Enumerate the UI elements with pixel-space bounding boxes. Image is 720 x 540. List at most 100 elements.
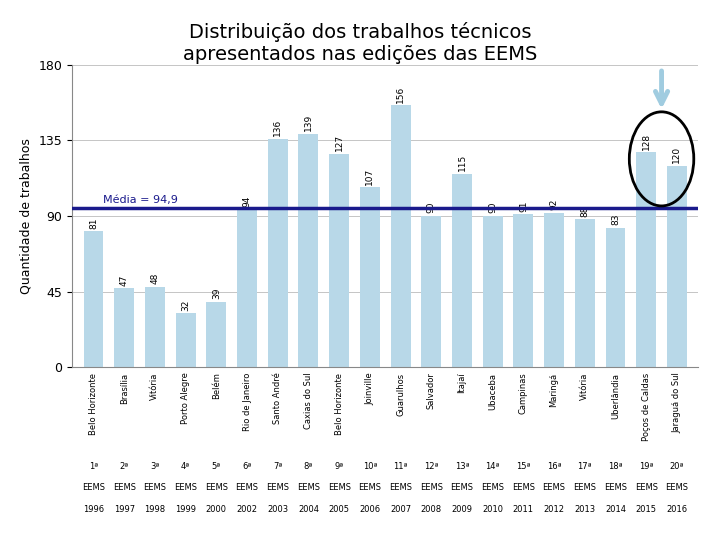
Text: EEMS: EEMS: [266, 483, 289, 492]
Text: 3ª: 3ª: [150, 462, 160, 471]
Text: 139: 139: [304, 114, 313, 131]
Bar: [482, 216, 503, 367]
Text: Ubaceba: Ubaceba: [488, 373, 498, 410]
Text: 2002: 2002: [237, 505, 258, 514]
Bar: [299, 134, 318, 367]
Bar: [84, 231, 104, 367]
Text: Belo Horizonte: Belo Horizonte: [335, 373, 343, 435]
Text: 39: 39: [212, 288, 221, 299]
Text: 2011: 2011: [513, 505, 534, 514]
Text: 48: 48: [150, 273, 159, 284]
Text: 2012: 2012: [544, 505, 564, 514]
Text: EEMS: EEMS: [481, 483, 504, 492]
Text: 6ª: 6ª: [243, 462, 252, 471]
Text: 83: 83: [611, 214, 620, 225]
Text: EEMS: EEMS: [543, 483, 566, 492]
Bar: [237, 210, 257, 367]
Text: EEMS: EEMS: [512, 483, 535, 492]
Bar: [544, 213, 564, 367]
Text: 4ª: 4ª: [181, 462, 190, 471]
Text: 18ª: 18ª: [608, 462, 623, 471]
Text: 2ª: 2ª: [120, 462, 129, 471]
Text: 17ª: 17ª: [577, 462, 592, 471]
Text: EEMS: EEMS: [143, 483, 166, 492]
Text: Itajaí: Itajaí: [457, 373, 467, 393]
Text: EEMS: EEMS: [420, 483, 443, 492]
Bar: [513, 214, 534, 367]
Text: Distribuição dos trabalhos técnicos
apresentados nas edições das EEMS: Distribuição dos trabalhos técnicos apre…: [183, 22, 537, 64]
Bar: [575, 219, 595, 367]
Text: 81: 81: [89, 217, 98, 228]
Text: 88: 88: [580, 205, 589, 217]
Bar: [390, 105, 410, 367]
Text: 91: 91: [519, 200, 528, 212]
Text: Poços de Caldas: Poços de Caldas: [642, 373, 651, 441]
Text: 2014: 2014: [605, 505, 626, 514]
Text: 32: 32: [181, 300, 190, 311]
Text: 120: 120: [672, 146, 681, 163]
Text: Vitória: Vitória: [150, 373, 159, 400]
Text: 90: 90: [488, 202, 498, 213]
Text: Belém: Belém: [212, 373, 221, 400]
Text: 90: 90: [427, 202, 436, 213]
Text: 2013: 2013: [575, 505, 595, 514]
Text: 127: 127: [335, 134, 343, 151]
Text: 2005: 2005: [328, 505, 350, 514]
Text: Brasília: Brasília: [120, 373, 129, 404]
Text: 5ª: 5ª: [212, 462, 221, 471]
Text: EEMS: EEMS: [297, 483, 320, 492]
Bar: [452, 174, 472, 367]
Text: EEMS: EEMS: [328, 483, 351, 492]
Text: Belo Horizonte: Belo Horizonte: [89, 373, 98, 435]
Text: Porto Alegre: Porto Alegre: [181, 373, 190, 424]
Text: Campinas: Campinas: [519, 373, 528, 414]
Text: Jaraguá do Sul: Jaraguá do Sul: [672, 373, 681, 434]
Text: 156: 156: [396, 85, 405, 103]
Text: EEMS: EEMS: [82, 483, 105, 492]
Text: 1997: 1997: [114, 505, 135, 514]
Text: Rio de Janeiro: Rio de Janeiro: [243, 373, 251, 431]
Text: 1998: 1998: [144, 505, 166, 514]
Bar: [114, 288, 134, 367]
Bar: [667, 166, 687, 367]
Bar: [606, 228, 626, 367]
Text: 136: 136: [273, 119, 282, 136]
Bar: [145, 287, 165, 367]
Y-axis label: Quantidade de trabalhos: Quantidade de trabalhos: [20, 138, 33, 294]
Text: 2004: 2004: [298, 505, 319, 514]
Text: EEMS: EEMS: [359, 483, 382, 492]
Text: 107: 107: [365, 167, 374, 185]
Text: 1996: 1996: [83, 505, 104, 514]
Text: Caxias do Sul: Caxias do Sul: [304, 373, 313, 429]
Text: 1999: 1999: [175, 505, 196, 514]
Text: Joinville: Joinville: [365, 373, 374, 406]
Text: 2016: 2016: [666, 505, 688, 514]
Text: EEMS: EEMS: [665, 483, 688, 492]
Text: Salvador: Salvador: [427, 373, 436, 409]
Bar: [176, 313, 196, 367]
Bar: [268, 139, 288, 367]
Text: 11ª: 11ª: [393, 462, 408, 471]
Text: 19ª: 19ª: [639, 462, 654, 471]
Text: EEMS: EEMS: [235, 483, 258, 492]
Text: Vitória: Vitória: [580, 373, 589, 400]
Text: EEMS: EEMS: [635, 483, 657, 492]
Text: 2003: 2003: [267, 505, 288, 514]
Text: 9ª: 9ª: [335, 462, 343, 471]
Text: 15ª: 15ª: [516, 462, 531, 471]
Text: EEMS: EEMS: [204, 483, 228, 492]
Text: 2008: 2008: [420, 505, 442, 514]
Text: 2009: 2009: [451, 505, 472, 514]
Text: 16ª: 16ª: [546, 462, 562, 471]
Text: 1ª: 1ª: [89, 462, 98, 471]
Text: 13ª: 13ª: [454, 462, 469, 471]
Text: 14ª: 14ª: [485, 462, 500, 471]
Text: Média = 94,9: Média = 94,9: [103, 195, 178, 205]
Bar: [360, 187, 380, 367]
Text: 92: 92: [549, 199, 559, 210]
Text: EEMS: EEMS: [573, 483, 596, 492]
Text: 7ª: 7ª: [273, 462, 282, 471]
Text: EEMS: EEMS: [113, 483, 135, 492]
Text: 94: 94: [243, 195, 251, 207]
Text: 2000: 2000: [206, 505, 227, 514]
